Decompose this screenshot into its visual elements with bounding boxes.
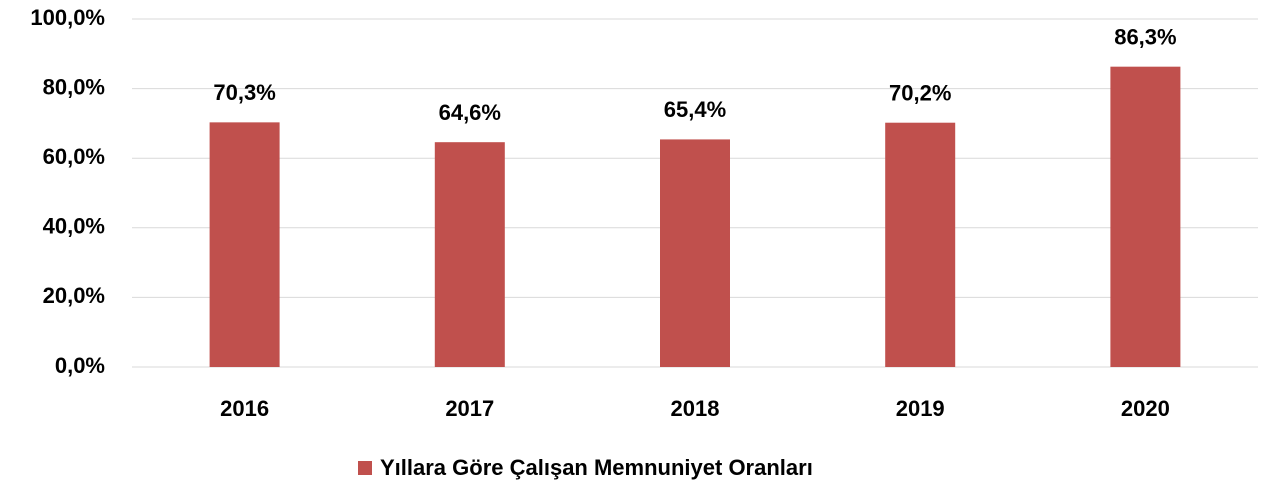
x-tick-label: 2017 [445,396,494,421]
data-label: 70,3% [213,80,275,105]
data-label: 65,4% [664,97,726,122]
y-tick-label: 60,0% [43,144,105,169]
legend-label: Yıllara Göre Çalışan Memnuniyet Oranları [380,455,813,480]
data-label: 86,3% [1114,24,1176,49]
data-label: 70,2% [889,81,951,106]
legend-swatch [358,461,372,475]
y-tick-label: 0,0% [55,353,105,378]
x-tick-label: 2018 [671,396,720,421]
x-tick-label: 2019 [896,396,945,421]
bar [209,122,280,367]
y-tick-label: 20,0% [43,283,105,308]
y-tick-label: 100,0% [30,5,105,30]
data-label: 64,6% [439,100,501,125]
bar [434,142,505,367]
bar [1110,66,1181,368]
y-tick-label: 40,0% [43,214,105,239]
bar [885,122,956,367]
x-tick-label: 2020 [1121,396,1170,421]
bar [660,139,730,367]
y-tick-label: 80,0% [43,74,105,99]
x-tick-label: 2016 [220,396,269,421]
